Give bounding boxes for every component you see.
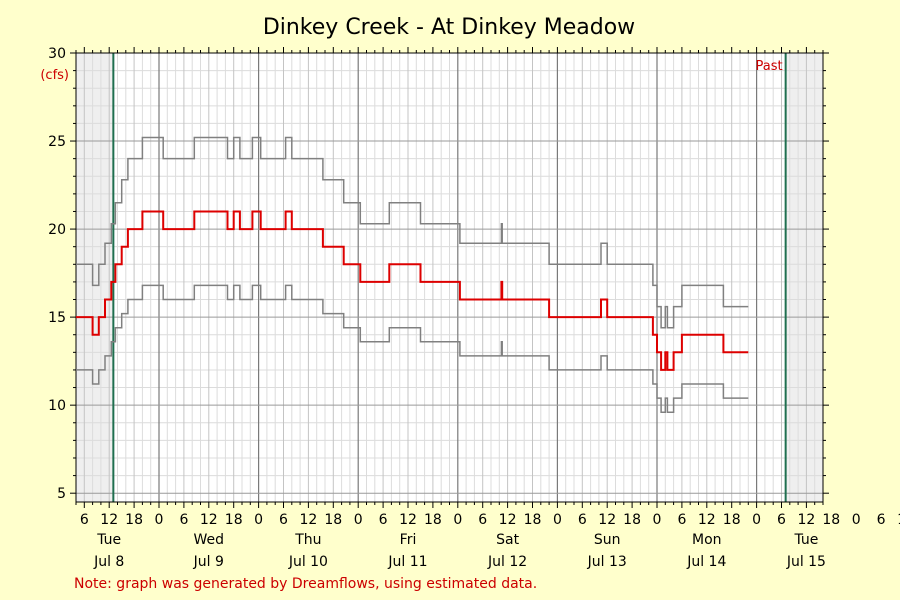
y-tick-label: 10 [48,398,66,414]
x-hour-label: 0 [852,512,861,528]
x-day-date-label: Jul 12 [487,554,527,570]
x-hour-label: 0 [653,512,662,528]
x-hour-label: 18 [424,512,442,528]
x-day-name-label: Mon [692,532,722,548]
y-tick-label: 15 [48,310,66,326]
x-day-date-label: Jul 10 [288,554,328,570]
x-hour-label: 0 [354,512,363,528]
x-day-name-label: Wed [194,532,225,548]
x-hour-label: 12 [299,512,317,528]
x-hour-label: 18 [822,512,840,528]
x-hour-label: 6 [279,512,288,528]
x-hour-label: 6 [877,512,886,528]
x-hour-label: 6 [578,512,587,528]
y-tick-label: 30 [48,46,66,62]
x-day-date-label: Jul 9 [193,554,224,570]
chart-title: Dinkey Creek - At Dinkey Meadow [263,15,635,40]
shaded-region-end [785,53,823,502]
x-hour-label: 12 [499,512,517,528]
x-hour-label: 0 [453,512,462,528]
x-hour-label: 12 [897,512,900,528]
x-hour-label: 12 [698,512,716,528]
x-hour-label: 6 [179,512,188,528]
x-day-name-label: Tue [793,532,818,548]
x-hour-label: 18 [225,512,243,528]
x-hour-label: 0 [254,512,263,528]
x-day-date-label: Jul 13 [587,554,627,570]
x-hour-label: 12 [399,512,417,528]
x-hour-label: 18 [723,512,741,528]
x-hour-label: 6 [777,512,786,528]
x-hour-label: 18 [524,512,542,528]
x-hour-label: 6 [80,512,89,528]
past-label: Past [756,59,783,74]
x-hour-label: 12 [100,512,118,528]
x-day-name-label: Tue [96,532,121,548]
x-day-date-label: Jul 11 [387,554,427,570]
x-hour-label: 6 [677,512,686,528]
x-hour-label: 12 [797,512,815,528]
x-day-date-label: Jul 8 [93,554,124,570]
x-hour-label: 6 [478,512,487,528]
x-day-name-label: Sat [496,532,519,548]
y-tick-label: 5 [57,486,66,502]
estimated-data-note: Note: graph was generated by Dreamflows,… [74,576,537,592]
x-hour-label: 0 [553,512,562,528]
x-hour-label: 0 [155,512,164,528]
shaded-region-start [76,53,114,502]
x-hour-label: 0 [752,512,761,528]
x-day-name-label: Fri [400,532,417,548]
y-tick-label: 25 [48,134,66,150]
x-day-name-label: Sun [594,532,621,548]
flow-series-line-2 [76,210,749,371]
y-tick-label: 20 [48,222,66,238]
x-hour-label: 18 [125,512,143,528]
y-axis-unit-label: (cfs) [40,68,69,83]
x-day-name-label: Thu [294,532,321,548]
x-hour-label: 18 [623,512,641,528]
x-hour-label: 12 [598,512,616,528]
x-hour-label: 18 [324,512,342,528]
flow-series-line-3 [76,284,749,413]
flow-series-line-1 [76,136,749,329]
x-hour-label: 6 [379,512,388,528]
x-day-date-label: Jul 14 [686,554,726,570]
x-day-date-label: Jul 15 [786,554,826,570]
x-hour-label: 12 [200,512,218,528]
